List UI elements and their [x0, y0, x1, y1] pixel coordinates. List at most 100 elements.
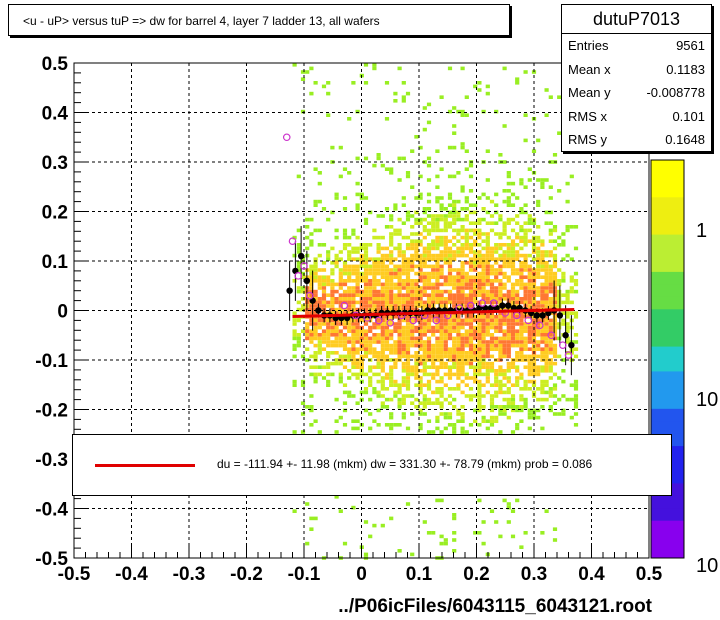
heat-cell — [506, 361, 511, 366]
heat-cell — [552, 261, 558, 265]
heat-cell — [347, 275, 352, 279]
heat-cell — [489, 282, 495, 287]
heat-cell — [544, 509, 549, 513]
heat-cell — [561, 318, 566, 323]
heat-cell — [468, 275, 474, 279]
heat-cell — [389, 376, 394, 380]
heat-cell — [338, 509, 343, 513]
heat-cell — [401, 196, 406, 200]
heat-cell — [573, 379, 579, 384]
heat-cell — [422, 207, 427, 211]
heat-cell — [414, 282, 419, 287]
heat-cell — [527, 372, 532, 377]
heat-cell — [296, 318, 301, 323]
heat-cell — [494, 232, 499, 236]
heat-cell — [473, 351, 478, 355]
heat-cell — [502, 271, 507, 276]
heat-cell — [397, 333, 402, 337]
heat-cell — [460, 369, 465, 373]
heat-cell — [477, 333, 482, 337]
heat-cell — [523, 203, 528, 207]
heat-cell — [401, 379, 406, 384]
heat-cell — [502, 243, 507, 247]
heat-cell — [384, 282, 390, 287]
heat-cell — [397, 279, 402, 283]
heat-cell — [405, 354, 411, 359]
heat-cell — [435, 343, 440, 348]
heat-cell — [321, 297, 327, 301]
heat-cell — [519, 351, 524, 355]
heat-cell — [452, 235, 457, 240]
heat-cell — [523, 343, 528, 348]
heat-cell — [418, 383, 423, 387]
heat-cell — [384, 354, 390, 359]
heat-cell — [326, 379, 331, 384]
heat-cell — [355, 322, 360, 326]
heat-cell — [347, 271, 352, 276]
heat-cell — [439, 214, 444, 218]
heat-cell — [300, 257, 306, 261]
heat-cell — [435, 498, 440, 503]
heat-cell — [380, 315, 385, 319]
heat-cell — [544, 397, 549, 402]
heat-cell — [443, 297, 448, 301]
heat-cell — [498, 325, 503, 330]
heat-cell — [540, 289, 545, 294]
profile-alt-point — [340, 301, 349, 310]
heat-cell — [351, 505, 356, 510]
profile-alt-point — [564, 351, 573, 359]
heat-cell — [439, 365, 444, 369]
heat-cell — [422, 325, 427, 330]
heat-cell — [334, 264, 339, 269]
heat-cell — [410, 293, 415, 297]
heat-cell — [481, 383, 486, 387]
heat-cell — [447, 250, 453, 254]
heat-cell — [515, 235, 520, 240]
heat-cell — [468, 354, 474, 359]
heat-cell — [439, 289, 444, 294]
heat-cell — [317, 171, 322, 175]
heat-cell — [342, 383, 348, 387]
heat-cell — [330, 311, 335, 315]
heat-cell — [422, 106, 427, 110]
heat-cell — [397, 268, 402, 272]
heat-cell — [502, 286, 507, 290]
heat-cell — [309, 268, 314, 272]
heat-cell — [431, 286, 436, 290]
heat-cell — [477, 397, 482, 402]
heat-cell — [548, 347, 553, 351]
heat-cell — [447, 372, 453, 377]
heat-cell — [296, 261, 301, 265]
heat-cell — [334, 282, 339, 287]
heat-cell — [477, 257, 482, 261]
heat-cell — [494, 203, 499, 207]
heat-cell — [389, 397, 394, 402]
heat-cell — [456, 239, 461, 243]
heat-cell — [481, 333, 486, 337]
heat-cell — [473, 250, 478, 254]
heat-cell — [485, 261, 490, 265]
heat-cell — [422, 293, 427, 297]
heat-cell — [401, 401, 406, 405]
heat-cell — [426, 246, 432, 251]
heat-cell — [384, 268, 390, 272]
heat-cell — [498, 412, 503, 416]
heat-cell — [372, 257, 377, 261]
heat-cell — [548, 318, 553, 323]
heat-cell — [380, 235, 385, 240]
heat-cell — [313, 333, 318, 337]
heat-cell — [515, 333, 520, 337]
heat-cell — [510, 297, 516, 301]
heat-cell — [439, 253, 444, 258]
heat-cell — [410, 268, 415, 272]
heat-cell — [393, 282, 398, 287]
heat-cell — [460, 275, 465, 279]
heat-cell — [443, 282, 448, 287]
heat-cell — [368, 257, 373, 261]
heat-cell — [426, 163, 432, 168]
heat-cell — [540, 426, 545, 431]
heat-cell — [544, 354, 549, 359]
heat-cell — [460, 293, 465, 297]
heat-cell — [384, 376, 390, 380]
heat-cell — [418, 340, 423, 344]
